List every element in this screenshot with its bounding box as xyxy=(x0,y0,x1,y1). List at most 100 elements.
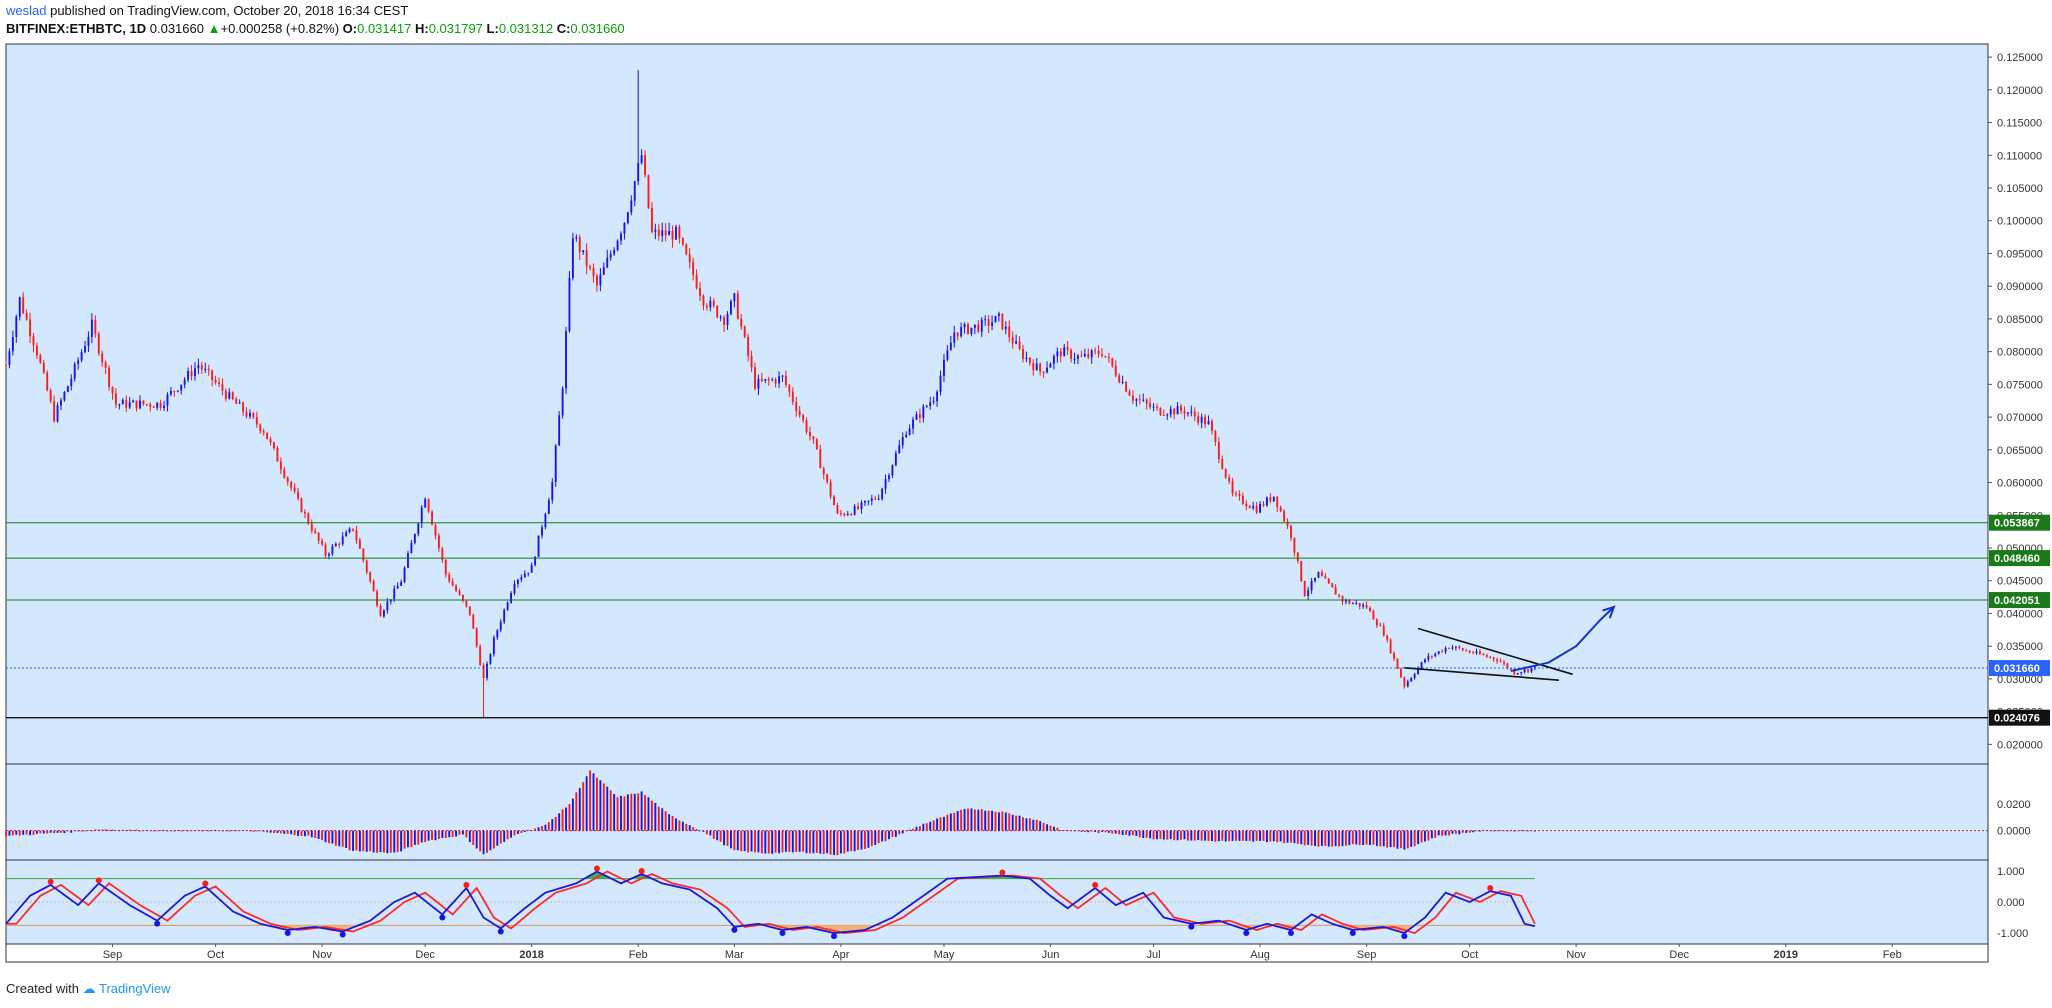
candle-body xyxy=(1018,341,1021,349)
candle-body xyxy=(925,406,928,408)
histogram-bar xyxy=(1331,830,1334,847)
histogram-bar xyxy=(365,830,368,852)
histogram-bar xyxy=(303,830,306,837)
candle-body xyxy=(973,324,976,328)
histogram-bar xyxy=(145,830,148,831)
histogram-bar xyxy=(891,830,894,837)
histogram-bar xyxy=(255,830,258,832)
candle-body xyxy=(262,431,265,433)
candle-body xyxy=(1396,658,1399,669)
author-link[interactable]: weslad xyxy=(6,3,47,18)
candle-body xyxy=(8,351,11,365)
brand-link[interactable]: TradingView xyxy=(99,981,171,996)
candle-body xyxy=(1523,669,1526,673)
histogram-bar xyxy=(585,776,588,831)
histogram-bar xyxy=(575,792,578,831)
histogram-bar xyxy=(1077,830,1079,832)
histogram-bar xyxy=(1296,830,1299,844)
histogram-bar xyxy=(345,830,348,848)
candle-body xyxy=(699,288,701,296)
candle-body xyxy=(647,175,650,208)
candle-body xyxy=(200,365,203,370)
footer: Created with ☁ TradingView xyxy=(6,981,171,997)
candle-body xyxy=(1173,408,1176,415)
candle-body xyxy=(434,524,437,536)
histogram-bar xyxy=(781,830,784,853)
candle-body xyxy=(1427,655,1430,660)
histogram-bar xyxy=(1389,830,1392,848)
candle-body xyxy=(70,378,73,387)
time-tick-label: Sep xyxy=(1357,949,1377,961)
candle-body xyxy=(534,556,537,566)
histogram-bar xyxy=(637,793,640,831)
candle-body xyxy=(1269,497,1272,502)
candle-body xyxy=(1300,561,1303,582)
histogram-bar xyxy=(1424,830,1426,842)
candle-body xyxy=(1265,497,1268,506)
candle-body xyxy=(757,378,760,389)
candle-body xyxy=(396,585,399,589)
candle-body xyxy=(1503,662,1505,664)
signal-dot xyxy=(47,878,54,885)
candle-body xyxy=(1107,356,1110,359)
candle-body xyxy=(66,386,69,392)
level-badge xyxy=(1989,709,2050,726)
histogram-bar xyxy=(486,830,488,853)
candle-body xyxy=(1451,647,1454,649)
histogram-bar xyxy=(1320,830,1323,846)
histogram-bar xyxy=(527,829,530,831)
histogram-bar xyxy=(1372,830,1375,845)
candle-body xyxy=(1410,677,1413,682)
histogram-bar xyxy=(668,814,671,831)
histogram-bar xyxy=(1386,830,1389,848)
candle-body xyxy=(486,663,488,679)
histogram-bar xyxy=(1375,830,1378,847)
candle-body xyxy=(90,319,93,337)
histogram-bar xyxy=(135,829,138,831)
time-tick-label: Jun xyxy=(1042,949,1060,961)
candle-body xyxy=(1393,653,1395,659)
price-tick-label: 0.020000 xyxy=(1997,739,2043,751)
histogram-bar xyxy=(623,796,626,831)
histogram-bar xyxy=(403,830,406,849)
candle-body xyxy=(1197,416,1200,423)
histogram-bar xyxy=(128,829,131,831)
signal-dot xyxy=(831,933,838,940)
histogram-bar xyxy=(204,830,207,831)
candle-body xyxy=(891,465,894,476)
histogram-bar xyxy=(142,830,145,832)
histogram-bar xyxy=(743,830,746,852)
candle-body xyxy=(1454,646,1457,648)
candle-body xyxy=(1131,395,1134,401)
candle-body xyxy=(901,437,904,446)
candle-body xyxy=(568,277,571,332)
histogram-bar xyxy=(475,830,478,849)
candle-body xyxy=(1430,655,1433,657)
candle-body xyxy=(29,319,31,337)
candle-body xyxy=(1066,347,1069,350)
histogram-bar xyxy=(877,830,880,844)
histogram-bar xyxy=(60,830,62,833)
candle-body xyxy=(575,237,578,239)
histogram-bar xyxy=(1444,830,1447,836)
histogram-bar xyxy=(1166,830,1169,840)
histogram-bar xyxy=(104,829,107,831)
histogram-bar xyxy=(29,830,31,836)
histogram-bar xyxy=(413,830,416,845)
candle-body xyxy=(382,610,385,617)
histogram-bar xyxy=(90,830,93,832)
candle-body xyxy=(156,402,159,408)
candle-body xyxy=(365,560,368,573)
candle-body xyxy=(1135,399,1138,401)
histogram-bar xyxy=(582,782,585,831)
histogram-bar xyxy=(1125,830,1128,835)
histogram-bar xyxy=(235,830,238,832)
histogram-bar xyxy=(1269,830,1272,842)
candle-body xyxy=(881,488,884,499)
histogram-bar xyxy=(764,830,767,854)
histogram-bar xyxy=(1393,830,1395,848)
histogram-bar xyxy=(929,821,932,831)
candle-body xyxy=(939,375,942,392)
arrowhead-icon xyxy=(1602,605,1616,619)
